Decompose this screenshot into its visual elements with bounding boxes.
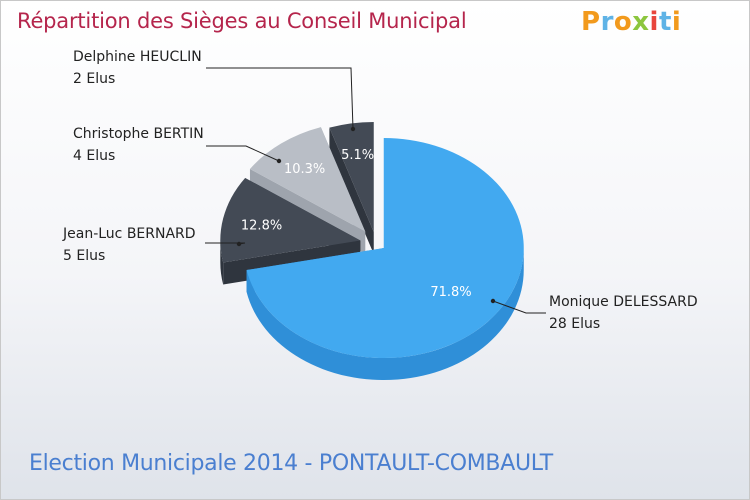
callout-dot [276,158,282,164]
callout-dot [350,126,356,132]
legend-seats-label: 4 Elus [73,148,115,164]
pie-slice-3 [329,121,374,232]
pie-slice-0 [246,138,524,359]
legend-name-label: Monique DELESSARD [549,294,698,310]
proxiti-logo: Proxiti [581,7,682,37]
pie-slice-2 [249,127,366,232]
legend-seats-label: 2 Elus [73,71,115,87]
slice-side-1 [220,240,224,285]
callout-line [492,300,546,314]
legend-name-label: Delphine HEUCLIN [73,49,202,65]
legend-seats-label: 28 Elus [549,316,600,332]
slice-percent-label: 10.3% [284,162,325,177]
callout-line [206,67,354,130]
slice-percent-label: 71.8% [430,285,471,300]
pie-slice-1 [220,177,361,263]
callout-dot [236,241,242,247]
slice-edge-3 [329,127,374,254]
election-caption: Election Municipale 2014 - PONTAULT-COMB… [29,451,553,476]
legend-name-label: Christophe BERTIN [73,126,204,142]
slice-percent-label: 12.8% [241,219,282,234]
legend-name-label: Jean-Luc BERNARD [62,226,196,242]
slice-percent-label: 5.1% [341,148,374,163]
slice-side-0 [246,248,524,381]
chart-title: Répartition des Sièges au Conseil Munici… [17,9,467,33]
legend-seats-label: 5 Elus [63,248,105,264]
callout-line [206,145,280,162]
callout-dot [490,298,496,304]
